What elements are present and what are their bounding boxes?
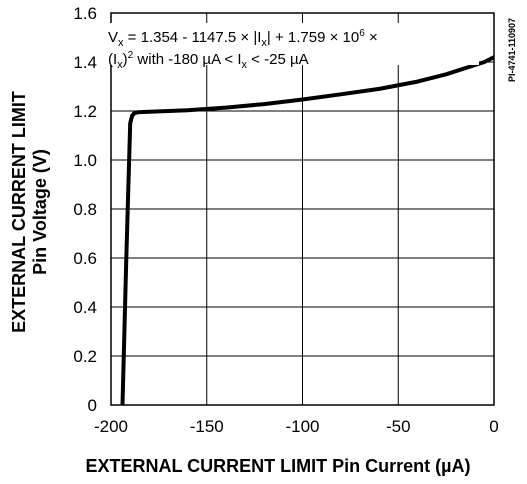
grid-lines	[111, 13, 494, 405]
y-tick-label: 1.2	[73, 102, 97, 121]
y-tick-label: 1.4	[73, 53, 97, 72]
x-tick-label: 0	[489, 417, 498, 436]
x-axis-title: EXTERNAL CURRENT LIMIT Pin Current (µA)	[85, 456, 470, 476]
plot-frame	[110, 12, 495, 406]
y-axis-title-line1: EXTERNAL CURRENT LIMIT	[9, 91, 29, 333]
series-line	[120, 55, 495, 406]
y-axis-title-line2: Pin Voltage (V)	[30, 149, 50, 275]
figure-id-watermark: PI-4741-110907	[507, 18, 517, 82]
y-tick-label: 0.8	[73, 200, 97, 219]
y-tick-label: 0	[88, 396, 97, 415]
y-tick-labels: 0 0.2 0.4 0.6 0.8 1.0 1.2 1.4 1.6	[73, 4, 97, 415]
x-tick-label: -100	[285, 417, 319, 436]
annotation-background	[104, 23, 479, 65]
y-tick-label: 0.6	[73, 249, 97, 268]
x-tick-labels: -200 -150 -100 -50 0	[94, 417, 499, 436]
annotation-formula-line1: Vx = 1.354 - 1147.5 × |Ix| + 1.759 × 106…	[108, 28, 378, 49]
y-tick-label: 1.0	[73, 151, 97, 170]
x-tick-label: -50	[386, 417, 411, 436]
annotation-formula-line2: (Ix)2 with -180 µA < Ix < -25 µA	[108, 50, 309, 71]
x-tick-label: -200	[94, 417, 128, 436]
y-tick-label: 1.6	[73, 4, 97, 23]
y-tick-label: 0.2	[73, 347, 97, 366]
x-tick-label: -150	[190, 417, 224, 436]
y-tick-label: 0.4	[73, 298, 97, 317]
